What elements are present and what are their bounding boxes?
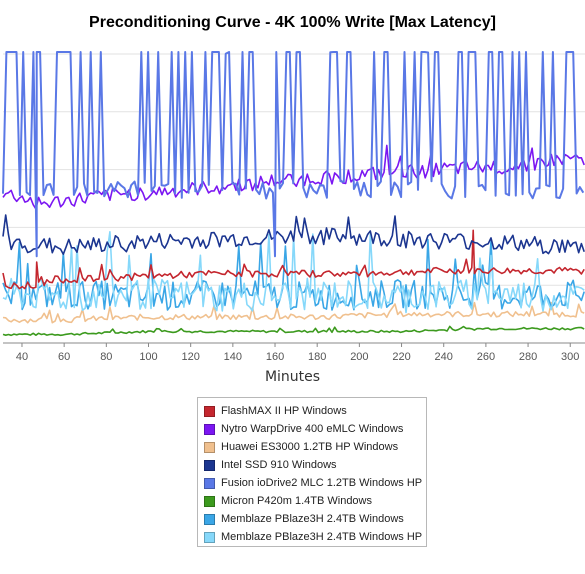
series-line bbox=[2, 301, 585, 324]
x-tick-label: 40 bbox=[16, 351, 28, 363]
series-line bbox=[2, 229, 585, 290]
legend-item: Nytro WarpDrive 400 eMLC Windows bbox=[204, 420, 426, 438]
legend-swatch bbox=[204, 405, 215, 417]
legend-swatch bbox=[204, 513, 215, 525]
x-tick-label: 280 bbox=[519, 351, 537, 363]
legend: FlashMAX II HP Windows Nytro WarpDrive 40… bbox=[197, 397, 427, 547]
legend-item: Intel SSD 910 Windows bbox=[204, 456, 426, 474]
x-tick-label: 260 bbox=[477, 351, 495, 363]
series-line bbox=[2, 214, 585, 255]
legend-label: Memblaze PBlaze3H 2.4TB Windows bbox=[221, 513, 404, 525]
x-axis-label: Minutes bbox=[264, 369, 321, 385]
x-tick-label: 180 bbox=[308, 351, 326, 363]
legend-item: Micron P420m 1.4TB Windows bbox=[204, 492, 426, 510]
series-line bbox=[2, 325, 585, 337]
legend-label: Micron P420m 1.4TB Windows bbox=[221, 495, 372, 507]
legend-label: Memblaze PBlaze3H 2.4TB Windows HP bbox=[221, 531, 423, 543]
x-tick-label: 300 bbox=[561, 351, 579, 363]
legend-item: Memblaze PBlaze3H 2.4TB Windows HP bbox=[204, 528, 426, 546]
legend-item: Memblaze PBlaze3H 2.4TB Windows bbox=[204, 510, 426, 528]
x-tick-label: 60 bbox=[58, 351, 70, 363]
x-tick-label: 160 bbox=[266, 351, 284, 363]
legend-label: Fusion ioDrive2 MLC 1.2TB Windows HP bbox=[221, 477, 423, 489]
legend-swatch bbox=[204, 531, 215, 543]
legend-swatch bbox=[204, 459, 215, 471]
x-tick-label: 240 bbox=[435, 351, 453, 363]
legend-swatch bbox=[204, 441, 215, 453]
legend-swatch bbox=[204, 495, 215, 507]
legend-swatch bbox=[204, 423, 215, 435]
legend-item: Huawei ES3000 1.2TB HP Windows bbox=[204, 438, 426, 456]
legend-label: Intel SSD 910 Windows bbox=[221, 459, 337, 471]
chart-title: Preconditioning Curve - 4K 100% Write [M… bbox=[89, 14, 496, 31]
legend-swatch bbox=[204, 477, 215, 489]
legend-item: Fusion ioDrive2 MLC 1.2TB Windows HP bbox=[204, 474, 426, 492]
x-tick-label: 80 bbox=[100, 351, 112, 363]
x-tick-label: 220 bbox=[392, 351, 410, 363]
series-line bbox=[2, 51, 585, 258]
legend-label: Nytro WarpDrive 400 eMLC Windows bbox=[221, 423, 404, 435]
legend-item: FlashMAX II HP Windows bbox=[204, 402, 426, 420]
legend-label: Huawei ES3000 1.2TB HP Windows bbox=[221, 441, 399, 453]
x-tick-label: 140 bbox=[224, 351, 242, 363]
x-tick-label: 100 bbox=[139, 351, 157, 363]
legend-label: FlashMAX II HP Windows bbox=[221, 405, 347, 417]
x-tick-label: 120 bbox=[181, 351, 199, 363]
x-tick-label: 200 bbox=[350, 351, 368, 363]
